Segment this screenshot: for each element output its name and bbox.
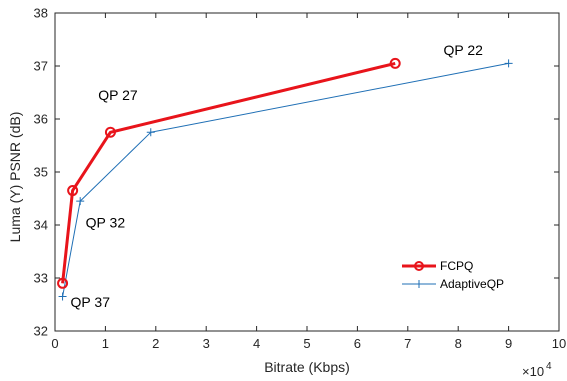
x-exponent-power: 4 <box>546 361 552 372</box>
x-exponent-base: ×10 <box>522 364 544 379</box>
x-tick-label: 3 <box>203 336 210 351</box>
y-tick-label: 34 <box>34 218 48 233</box>
y-tick-label: 35 <box>34 165 48 180</box>
data-point-adaptiveqp <box>58 292 67 301</box>
data-point-fcpq <box>389 57 401 69</box>
legend-marker-adaptiveqp <box>415 280 423 288</box>
data-point-adaptiveqp <box>76 197 85 206</box>
legend-entry-adaptiveqp: AdaptiveQP <box>402 277 504 291</box>
legend-label-fcpq: FCPQ <box>440 259 473 273</box>
x-exponent: ×10 4 <box>522 361 552 379</box>
x-tick-label: 1 <box>102 336 109 351</box>
data-point-fcpq <box>67 185 79 197</box>
x-tick-label: 10 <box>552 336 566 351</box>
data-point-adaptiveqp <box>146 128 155 137</box>
data-point-adaptiveqp <box>504 59 513 68</box>
y-axis-label: Luma (Y) PSNR (dB) <box>7 112 23 243</box>
y-tick-label: 32 <box>34 324 48 339</box>
annotation-label: QP 22 <box>444 42 484 58</box>
y-tick-label: 38 <box>34 6 48 21</box>
x-tick-label: 8 <box>455 336 462 351</box>
legend-label-adaptiveqp: AdaptiveQP <box>440 277 504 291</box>
data-point-fcpq <box>104 126 116 138</box>
annotation-label: QP 27 <box>98 87 138 103</box>
annotation-label: QP 32 <box>86 214 126 230</box>
x-tick-label: 5 <box>303 336 310 351</box>
x-tick-label: 2 <box>152 336 159 351</box>
data-point-fcpq <box>57 277 69 289</box>
y-tick-label: 33 <box>34 271 48 286</box>
legend-entry-fcpq: FCPQ <box>402 259 473 273</box>
y-tick-label: 36 <box>34 112 48 127</box>
x-tick-label: 7 <box>404 336 411 351</box>
annotation-layer: QP 22 QP 27 QP 32 QP 37 <box>71 42 484 310</box>
x-tick-label: 0 <box>51 336 58 351</box>
series-line-fcpq <box>61 61 396 284</box>
legend: FCPQ AdaptiveQP <box>396 256 526 294</box>
x-tick-label: 9 <box>505 336 512 351</box>
x-axis-label: Bitrate (Kbps) <box>264 359 350 375</box>
x-tick-label: 6 <box>354 336 361 351</box>
legend-marker-fcpq <box>414 261 424 271</box>
series-line-adaptiveqp <box>62 62 509 297</box>
annotation-label: QP 37 <box>71 294 111 310</box>
y-tick-label: 37 <box>34 59 48 74</box>
series-layer <box>57 57 513 301</box>
x-tick-label: 4 <box>253 336 260 351</box>
